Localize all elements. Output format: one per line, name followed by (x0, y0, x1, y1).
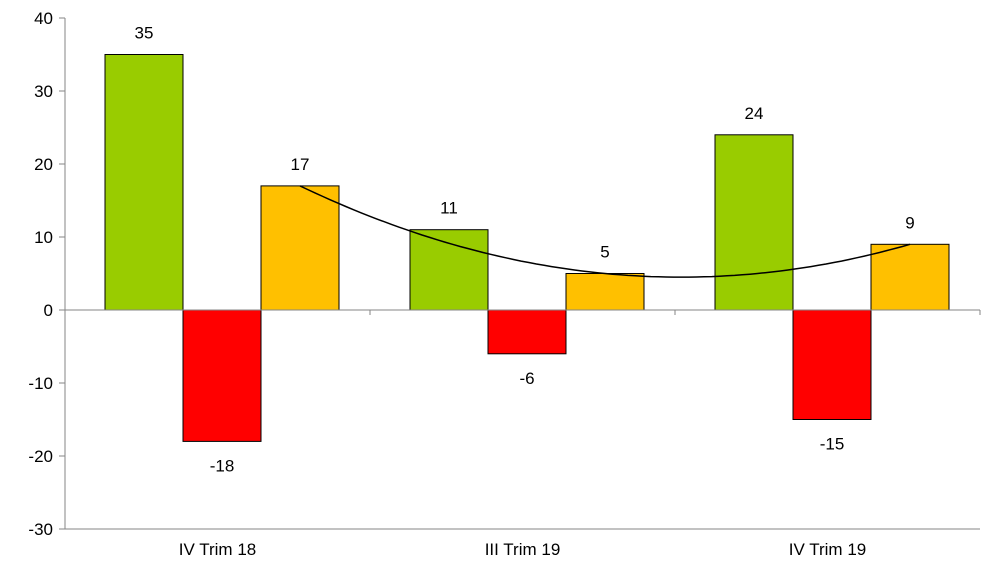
y-tick-label: -20 (28, 447, 53, 466)
data-label: 17 (291, 155, 310, 174)
bar (870, 243, 950, 311)
y-tick-label: 40 (34, 9, 53, 28)
trendline (299, 185, 911, 278)
trendline-path (299, 185, 911, 278)
x-axis: IV Trim 18 III Trim 19 IV Trim 19 (64, 309, 981, 559)
y-tick-label: 0 (44, 301, 53, 320)
bars (104, 54, 950, 442)
bar (565, 273, 645, 311)
bar (487, 309, 567, 355)
y-tick-label: -10 (28, 374, 53, 393)
x-category-label: IV Trim 18 (179, 540, 256, 559)
x-category-label: IV Trim 19 (789, 540, 866, 559)
bar (182, 309, 262, 442)
y-tick-label: -30 (28, 520, 53, 539)
data-labels: 35 -18 17 11 -6 5 24 -15 9 (135, 24, 915, 476)
y-tick-label: 20 (34, 155, 53, 174)
y-tick-label: 10 (34, 228, 53, 247)
bar (792, 309, 872, 420)
data-label: 24 (745, 104, 764, 123)
data-label: -6 (519, 369, 534, 388)
data-label: 5 (600, 243, 609, 262)
bar (104, 54, 184, 311)
data-label: 11 (440, 199, 458, 218)
bar (260, 185, 340, 311)
y-tick-label: 30 (34, 82, 53, 101)
data-label: 9 (905, 213, 914, 232)
x-category-label: III Trim 19 (485, 540, 561, 559)
data-label: -18 (210, 456, 235, 475)
data-label: 35 (135, 24, 154, 43)
bar (714, 134, 794, 311)
data-label: -15 (820, 435, 845, 454)
bar (409, 229, 489, 311)
y-axis: -30 -20 -10 0 10 20 30 40 (28, 9, 66, 539)
